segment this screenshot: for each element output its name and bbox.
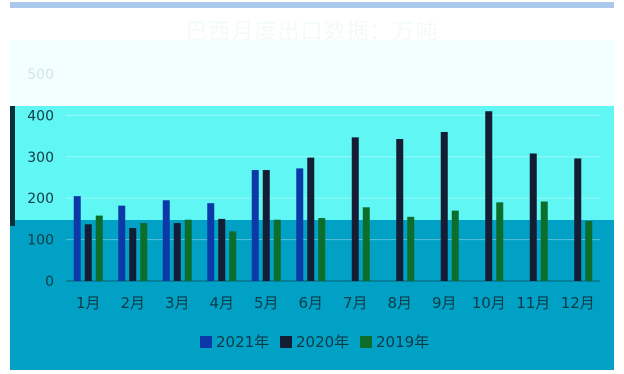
x-tick-label: 4月 [209, 294, 234, 312]
bar-2021年-4月 [207, 203, 215, 281]
bar-2020年-8月 [396, 138, 404, 281]
legend-label: 2019年 [376, 333, 429, 351]
legend-swatch [280, 336, 292, 348]
y-tick-label: 200 [27, 191, 54, 207]
bar-2020年-11月 [529, 153, 537, 281]
bar-2019年-12月 [585, 220, 593, 281]
legend-label: 2020年 [296, 333, 349, 351]
bar-2019年-2月 [140, 223, 148, 281]
title-band [10, 40, 614, 106]
x-tick-label: 8月 [387, 294, 412, 312]
bar-2020年-4月 [218, 218, 226, 281]
bar-2019年-10月 [496, 202, 504, 281]
x-tick-label: 12月 [561, 294, 595, 312]
bar-2019年-3月 [184, 219, 192, 281]
bar-2021年-5月 [251, 170, 259, 281]
y-tick-label: 500 [27, 67, 54, 83]
bar-2019年-11月 [540, 201, 548, 281]
top-border [10, 2, 614, 8]
bar-2019年-9月 [451, 210, 459, 281]
bar-2021年-1月 [73, 196, 81, 281]
y-tick-label: 0 [45, 274, 54, 290]
y-tick-label: 400 [27, 108, 54, 124]
bar-2020年-12月 [574, 158, 582, 281]
legend-swatch [200, 336, 212, 348]
legend-swatch [360, 336, 372, 348]
bar-2021年-3月 [162, 200, 170, 281]
bar-2020年-7月 [351, 137, 359, 281]
x-tick-label: 10月 [472, 294, 506, 312]
bar-2019年-5月 [273, 219, 281, 281]
left-edge-bar [10, 106, 15, 226]
legend-label: 2021年 [216, 333, 269, 351]
x-tick-label: 11月 [516, 294, 550, 312]
bar-2021年-2月 [118, 205, 126, 281]
x-tick-label: 7月 [343, 294, 368, 312]
bar-2020年-5月 [262, 170, 270, 281]
bar-2020年-6月 [307, 157, 315, 281]
x-tick-label: 6月 [298, 294, 323, 312]
x-tick-label: 2月 [120, 294, 145, 312]
y-tick-label: 100 [27, 233, 54, 249]
bar-2019年-6月 [318, 218, 326, 281]
bar-2020年-3月 [173, 223, 181, 281]
x-tick-label: 9月 [432, 294, 457, 312]
bar-2020年-2月 [129, 228, 137, 281]
x-tick-label: 3月 [165, 294, 190, 312]
bar-2019年-1月 [95, 215, 103, 281]
bar-2019年-8月 [407, 216, 415, 281]
x-tick-label: 1月 [76, 294, 101, 312]
bar-2021年-6月 [296, 168, 304, 281]
bar-2020年-9月 [440, 131, 448, 281]
bar-2019年-7月 [362, 207, 370, 281]
chart-title: 巴西月度出口数据：万吨 [185, 20, 439, 45]
bar-2019年-4月 [229, 231, 237, 281]
y-tick-label: 300 [27, 150, 54, 166]
bar-2020年-10月 [485, 111, 493, 281]
bar-2020年-1月 [84, 224, 92, 281]
x-tick-label: 5月 [254, 294, 279, 312]
